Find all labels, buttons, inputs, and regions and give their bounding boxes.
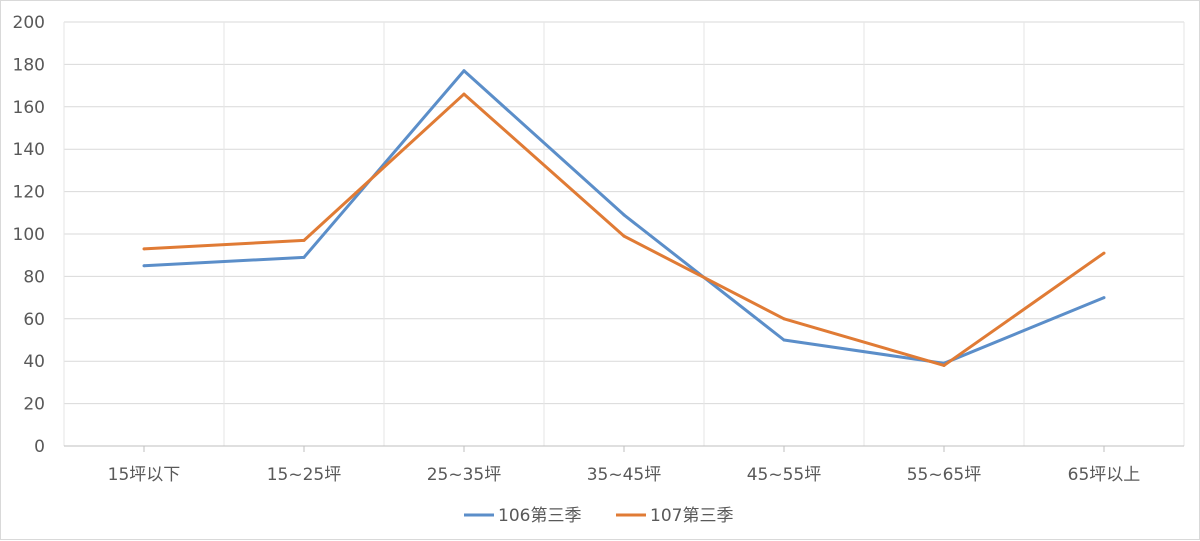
- series-line-1: [143, 69, 1105, 365]
- y-tick-labels: 0 20 40 60 80 100 120 140 160 180 200: [13, 13, 45, 457]
- x-tick-label: 15坪以下: [108, 465, 181, 485]
- data-point: [462, 92, 466, 96]
- y-tick-label: 120: [13, 183, 45, 203]
- data-point: [622, 213, 626, 217]
- data-point: [1102, 251, 1106, 255]
- x-tick-label: 25~35坪: [427, 465, 502, 485]
- y-tick-label: 180: [13, 55, 45, 75]
- legend-label: 107第三季: [650, 506, 733, 526]
- x-tick-label: 15~25坪: [267, 465, 342, 485]
- data-point: [782, 338, 786, 342]
- data-point: [942, 363, 946, 367]
- data-point: [1102, 296, 1106, 300]
- y-tick-label: 40: [23, 352, 45, 372]
- data-point: [622, 234, 626, 238]
- x-tick-labels: 15坪以下 15~25坪 25~35坪 35~45坪 45~55坪 55~65坪 65坪以上: [108, 465, 1141, 485]
- y-tick-label: 100: [13, 225, 45, 245]
- data-point: [142, 247, 146, 251]
- x-tick-label: 35~45坪: [587, 465, 662, 485]
- series-line-2: [143, 92, 1105, 367]
- data-point: [462, 69, 466, 73]
- data-point: [302, 238, 306, 242]
- legend-label: 106第三季: [498, 506, 581, 526]
- x-tick-label: 45~55坪: [747, 465, 822, 485]
- y-tick-label: 60: [23, 310, 45, 330]
- y-tick-label: 80: [23, 267, 45, 287]
- y-tick-label: 200: [13, 13, 45, 33]
- data-point: [302, 255, 306, 259]
- data-point: [142, 264, 146, 268]
- y-tick-label: 20: [23, 395, 45, 415]
- x-tick-label: 65坪以上: [1068, 465, 1141, 485]
- y-tick-label: 140: [13, 140, 45, 160]
- legend: 106第三季 107第三季: [464, 506, 733, 526]
- axes: [64, 445, 1184, 452]
- data-point: [782, 317, 786, 321]
- y-tick-label: 0: [34, 437, 45, 457]
- series-lines: [142, 69, 1106, 367]
- y-tick-label: 160: [13, 98, 45, 118]
- x-tick-label: 55~65坪: [907, 465, 982, 485]
- gridlines: [63, 21, 1185, 446]
